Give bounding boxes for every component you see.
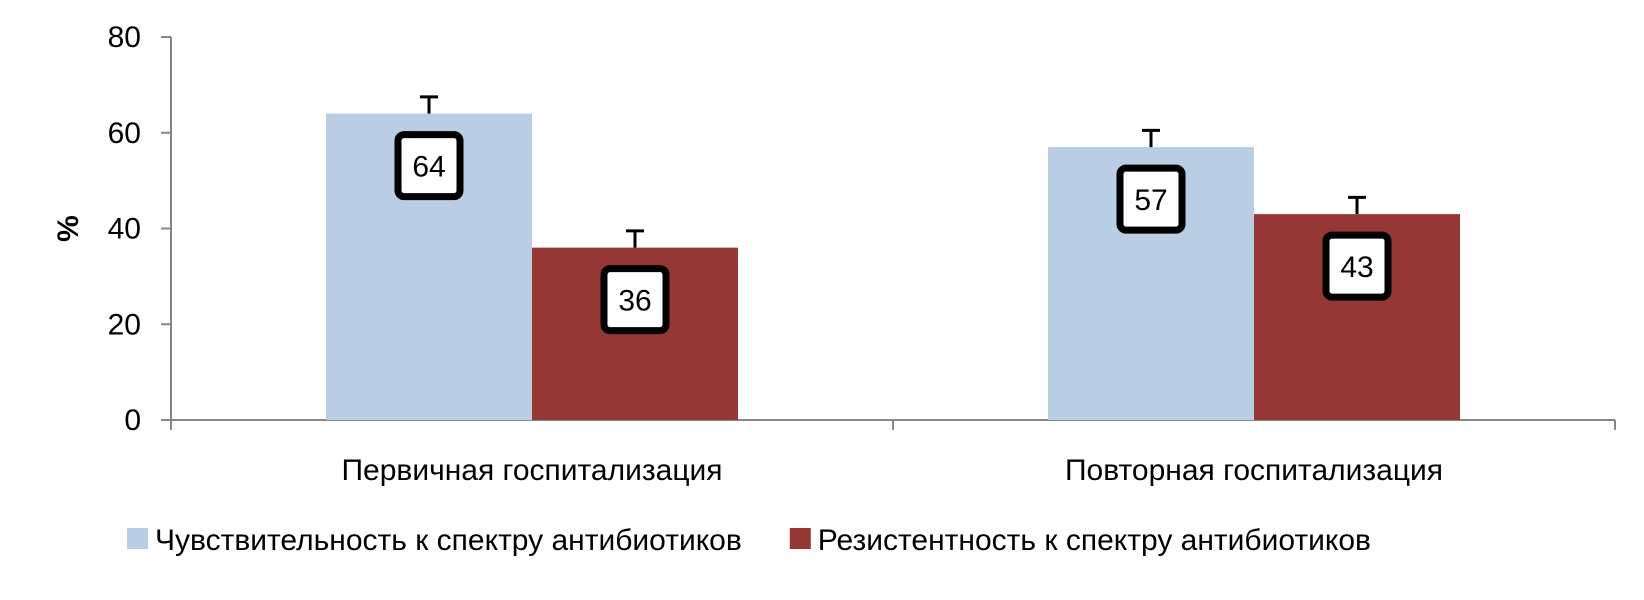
y-tick-label: 40 — [108, 213, 141, 246]
y-tick-label: 60 — [108, 117, 141, 150]
legend-swatch — [789, 528, 811, 549]
data-label: 36 — [618, 285, 651, 318]
bars — [326, 113, 1460, 421]
data-label-box — [600, 265, 670, 335]
y-tick-label: 80 — [108, 21, 141, 54]
y-tick-label: 0 — [124, 404, 141, 437]
error-bars — [420, 95, 1366, 248]
y-axis-title: % — [52, 215, 85, 242]
legend-label: Резистентность к спектру антибиотиков — [818, 524, 1371, 557]
data-label: 57 — [1134, 184, 1167, 217]
legend-swatch — [127, 528, 148, 549]
data-label-box — [394, 131, 464, 201]
axes: 0 20 40 60 80 Первичная госпитализация Повторн… — [52, 21, 1616, 487]
legend-label: Чувствительность к спектру антибиотиков — [155, 524, 742, 557]
data-label-box — [1322, 231, 1392, 301]
x-category-label: Повторная госпитализация — [1065, 454, 1443, 487]
y-tick-label: 20 — [108, 308, 141, 341]
data-label-box — [1116, 164, 1186, 234]
data-label: 43 — [1340, 251, 1373, 284]
legend: Чувствительность к спектру антибиотиков Р… — [127, 524, 1371, 557]
x-category-label: Первичная госпитализация — [341, 454, 722, 487]
data-label: 64 — [412, 151, 445, 184]
data-labels: 64 57 36 43 — [394, 131, 1392, 335]
